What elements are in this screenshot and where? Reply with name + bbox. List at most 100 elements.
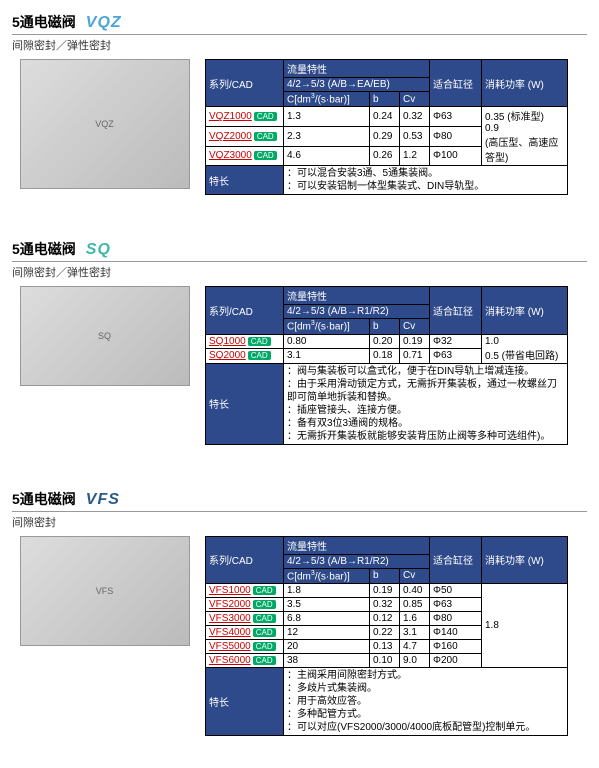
b-cell: 0.10 bbox=[370, 653, 400, 667]
bore-cell: Φ140 bbox=[430, 625, 482, 639]
product-image: VQZ bbox=[20, 59, 190, 189]
series-link[interactable]: VFS5000 bbox=[209, 641, 251, 652]
b-cell: 0.24 bbox=[370, 107, 400, 127]
section-subtitle: 间隙密封 bbox=[12, 514, 587, 530]
cv-cell: 0.85 bbox=[400, 597, 430, 611]
th-flow: 流量特性 bbox=[284, 287, 430, 305]
series-link[interactable]: VQZ1000 bbox=[209, 111, 252, 122]
th-c: C[dm3/(s·bar)] bbox=[284, 568, 370, 583]
bore-cell: Φ32 bbox=[430, 334, 482, 349]
series-link[interactable]: VFS6000 bbox=[209, 655, 251, 666]
section-title: 5通电磁阀 bbox=[12, 12, 76, 32]
cad-badge-icon[interactable]: CAD bbox=[254, 112, 277, 121]
th-series: 系列/CAD bbox=[206, 536, 284, 583]
th-cv: Cv bbox=[400, 568, 430, 583]
th-b: b bbox=[370, 568, 400, 583]
th-b: b bbox=[370, 92, 400, 107]
table-row: SQ1000CAD0.800.200.19Φ321.0 0.5 (带省电回路) bbox=[206, 334, 568, 349]
cv-cell: 4.7 bbox=[400, 639, 430, 653]
series-link[interactable]: VFS1000 bbox=[209, 585, 251, 596]
c-cell: 4.6 bbox=[284, 146, 370, 166]
th-b: b bbox=[370, 319, 400, 334]
th-cv: Cv bbox=[400, 92, 430, 107]
bore-cell: Φ63 bbox=[430, 597, 482, 611]
b-cell: 0.19 bbox=[370, 583, 400, 597]
series-link[interactable]: VQZ2000 bbox=[209, 131, 252, 142]
bore-cell: Φ200 bbox=[430, 653, 482, 667]
th-flow-sub: 4/2→5/3 (A/B→R1/R2) bbox=[284, 554, 430, 568]
cv-cell: 1.2 bbox=[400, 146, 430, 166]
content-row: SQ系列/CAD流量特性适合缸径消耗功率 (W)4/2→5/3 (A/B→R1/… bbox=[12, 286, 587, 444]
cad-badge-icon[interactable]: CAD bbox=[248, 337, 271, 346]
section-title: 5通电磁阀 bbox=[12, 239, 76, 259]
section-title-row: 5通电磁阀SQ bbox=[12, 239, 587, 262]
cv-cell: 0.40 bbox=[400, 583, 430, 597]
th-c: C[dm3/(s·bar)] bbox=[284, 92, 370, 107]
series-cell: SQ1000CAD bbox=[206, 334, 284, 349]
section-subtitle: 间隙密封／弹性密封 bbox=[12, 37, 587, 53]
c-cell: 38 bbox=[284, 653, 370, 667]
cad-badge-icon[interactable]: CAD bbox=[254, 132, 277, 141]
bore-cell: Φ80 bbox=[430, 611, 482, 625]
th-feature: 特长 bbox=[206, 363, 284, 444]
bore-cell: Φ63 bbox=[430, 349, 482, 364]
series-link[interactable]: SQ1000 bbox=[209, 336, 246, 347]
cad-badge-icon[interactable]: CAD bbox=[253, 600, 276, 609]
c-cell: 1.8 bbox=[284, 583, 370, 597]
th-cv: Cv bbox=[400, 319, 430, 334]
th-flow: 流量特性 bbox=[284, 536, 430, 554]
c-cell: 2.3 bbox=[284, 126, 370, 146]
th-flow-sub: 4/2→5/3 (A/B→R1/R2) bbox=[284, 305, 430, 319]
series-cell: SQ2000CAD bbox=[206, 349, 284, 364]
series-link[interactable]: VFS4000 bbox=[209, 627, 251, 638]
c-cell: 12 bbox=[284, 625, 370, 639]
series-link[interactable]: VFS2000 bbox=[209, 599, 251, 610]
cad-badge-icon[interactable]: CAD bbox=[248, 351, 271, 360]
th-series: 系列/CAD bbox=[206, 60, 284, 107]
series-link[interactable]: SQ2000 bbox=[209, 350, 246, 361]
product-section-vfs: 5通电磁阀VFS间隙密封VFS系列/CAD流量特性适合缸径消耗功率 (W)4/2… bbox=[0, 477, 599, 748]
bore-cell: Φ100 bbox=[430, 146, 482, 166]
cad-badge-icon[interactable]: CAD bbox=[253, 614, 276, 623]
c-cell: 3.1 bbox=[284, 349, 370, 364]
b-cell: 0.22 bbox=[370, 625, 400, 639]
b-cell: 0.32 bbox=[370, 597, 400, 611]
product-image-area: VQZ bbox=[12, 59, 197, 189]
section-title-row: 5通电磁阀VQZ bbox=[12, 12, 587, 35]
c-cell: 1.3 bbox=[284, 107, 370, 127]
b-cell: 0.20 bbox=[370, 334, 400, 349]
cad-badge-icon[interactable]: CAD bbox=[253, 656, 276, 665]
product-image: SQ bbox=[20, 286, 190, 386]
power-cell: 1.8 bbox=[482, 583, 568, 667]
c-cell: 6.8 bbox=[284, 611, 370, 625]
b-cell: 0.13 bbox=[370, 639, 400, 653]
th-power: 消耗功率 (W) bbox=[482, 60, 568, 107]
bore-cell: Φ160 bbox=[430, 639, 482, 653]
th-feature: 特长 bbox=[206, 667, 284, 735]
cv-cell: 0.19 bbox=[400, 334, 430, 349]
cv-cell: 0.71 bbox=[400, 349, 430, 364]
feature-cell: ：阀与集装板可以盒式化，便于在DIN导轨上增减连接。 ：由于采用滑动锁定方式，无… bbox=[284, 363, 568, 444]
b-cell: 0.26 bbox=[370, 146, 400, 166]
cad-badge-icon[interactable]: CAD bbox=[253, 628, 276, 637]
content-row: VFS系列/CAD流量特性适合缸径消耗功率 (W)4/2→5/3 (A/B→R1… bbox=[12, 536, 587, 736]
cv-cell: 0.53 bbox=[400, 126, 430, 146]
c-cell: 20 bbox=[284, 639, 370, 653]
th-bore: 适合缸径 bbox=[430, 60, 482, 107]
series-link[interactable]: VFS3000 bbox=[209, 613, 251, 624]
series-link[interactable]: VQZ3000 bbox=[209, 150, 252, 161]
cv-cell: 0.32 bbox=[400, 107, 430, 127]
cad-badge-icon[interactable]: CAD bbox=[253, 586, 276, 595]
table-row: VQZ1000CAD1.30.240.32Φ630.35 (标准型) 0.9 (… bbox=[206, 107, 568, 127]
cad-badge-icon[interactable]: CAD bbox=[254, 151, 277, 160]
series-cell: VFS1000CAD bbox=[206, 583, 284, 597]
section-title: 5通电磁阀 bbox=[12, 489, 76, 509]
series-cell: VQZ3000CAD bbox=[206, 146, 284, 166]
bore-cell: Φ80 bbox=[430, 126, 482, 146]
cv-cell: 9.0 bbox=[400, 653, 430, 667]
section-code: VFS bbox=[86, 491, 120, 509]
series-cell: VQZ1000CAD bbox=[206, 107, 284, 127]
series-cell: VQZ2000CAD bbox=[206, 126, 284, 146]
th-c: C[dm3/(s·bar)] bbox=[284, 319, 370, 334]
cad-badge-icon[interactable]: CAD bbox=[253, 642, 276, 651]
